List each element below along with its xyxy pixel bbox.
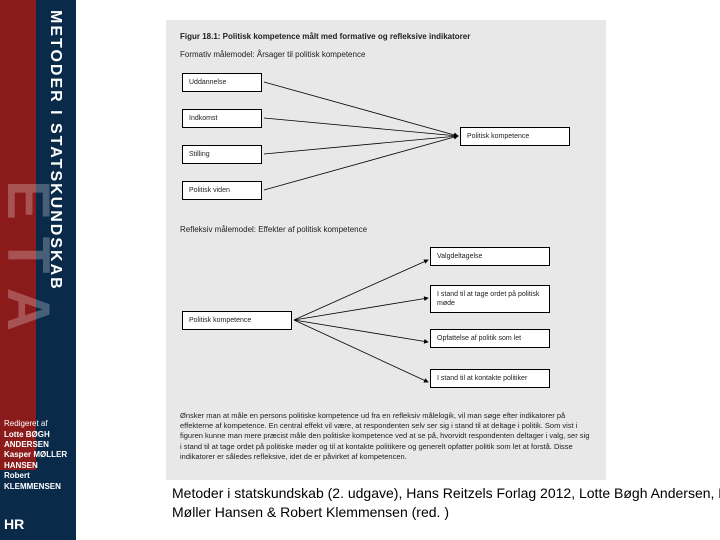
model-a-left-node: Indkomst [182, 109, 262, 128]
slide-content: Figur 18.1: Politisk kompetence målt med… [76, 0, 720, 540]
spine-authors-block: Redigeret af Lotte BØGH ANDERSEN Kasper … [4, 419, 76, 492]
model-b-right-node: I stand til at kontakte politiker [430, 369, 550, 388]
model-a-right-node: Politisk kompetence [460, 127, 570, 146]
spine-publisher-mark: HR [4, 516, 24, 532]
spine-bg-letters: E T A [4, 180, 52, 331]
model-a-left-node: Stilling [182, 145, 262, 164]
model-b-diagram: Politisk kompetence Valgdeltagelse I stand… [180, 241, 592, 401]
spine-author: Robert KLEMMENSEN [4, 471, 76, 492]
model-a-diagram: Uddannelse Indkomst Stilling Politisk viden… [180, 67, 592, 217]
model-b-right-node: Opfattelse af politik som let [430, 329, 550, 348]
figure-title: Figur 18.1: Politisk kompetence målt med… [180, 32, 592, 42]
slide-caption: Metoder i statskundskab (2. udgave), Han… [172, 484, 720, 522]
model-a-subtitle: Formativ målemodel: Årsager til politisk… [180, 50, 592, 60]
model-a-left-node: Uddannelse [182, 73, 262, 92]
model-b-left-node: Politisk kompetence [182, 311, 292, 330]
spine-author: Lotte BØGH ANDERSEN [4, 430, 76, 451]
model-b-right-node: Valgdeltagelse [430, 247, 550, 266]
model-b-right-node: I stand til at tage ordet på politisk mø… [430, 285, 550, 313]
book-spine: METODER I STATSKUNDSKAB E T A Redigeret … [0, 0, 76, 540]
model-a-left-node: Politisk viden [182, 181, 262, 200]
figure-explanation: Ønsker man at måle en persons politiske … [180, 411, 592, 462]
model-b-subtitle: Refleksiv målemodel: Effekter af politis… [180, 225, 592, 235]
spine-author: Kasper MØLLER HANSEN [4, 450, 76, 471]
spine-editors-label: Redigeret af [4, 419, 76, 429]
figure-panel: Figur 18.1: Politisk kompetence målt med… [166, 20, 606, 480]
